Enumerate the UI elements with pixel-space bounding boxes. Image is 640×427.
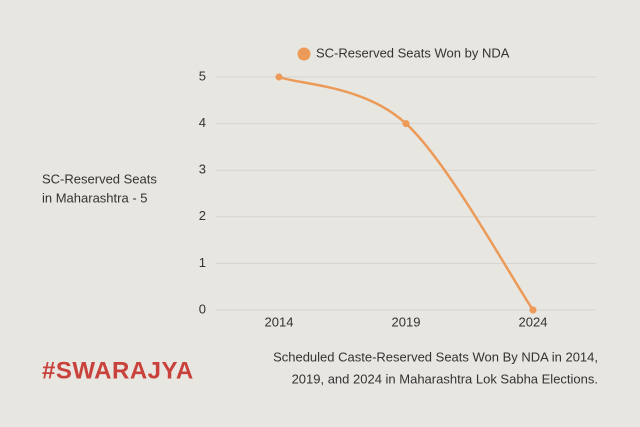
x-tick-label: 2024 bbox=[519, 314, 548, 329]
x-tick-label: 2019 bbox=[392, 314, 421, 329]
data-point bbox=[275, 73, 283, 81]
x-tick-label: 2014 bbox=[265, 314, 294, 329]
y-tick-label: 4 bbox=[199, 115, 206, 130]
data-line bbox=[278, 75, 535, 311]
y-tick-label: 3 bbox=[199, 162, 206, 177]
legend-marker bbox=[297, 47, 311, 61]
caption: Scheduled Caste-Reserved Seats Won By ND… bbox=[273, 349, 598, 364]
y-tick-label: 1 bbox=[199, 255, 206, 270]
caption: 2019, and 2024 in Maharashtra Lok Sabha … bbox=[292, 371, 598, 386]
legend-label: SC-Reserved Seats Won by NDA bbox=[316, 45, 510, 60]
y-tick-label: 5 bbox=[199, 68, 206, 83]
y-tick-label: 0 bbox=[199, 301, 206, 316]
annotation: in Maharashtra - 5 bbox=[42, 190, 148, 205]
data-point bbox=[402, 120, 410, 128]
data-point bbox=[529, 306, 537, 314]
brand-logo: #SWARAJYA bbox=[42, 357, 194, 384]
y-tick-label: 2 bbox=[199, 208, 206, 223]
annotation: SC-Reserved Seats bbox=[42, 171, 157, 186]
